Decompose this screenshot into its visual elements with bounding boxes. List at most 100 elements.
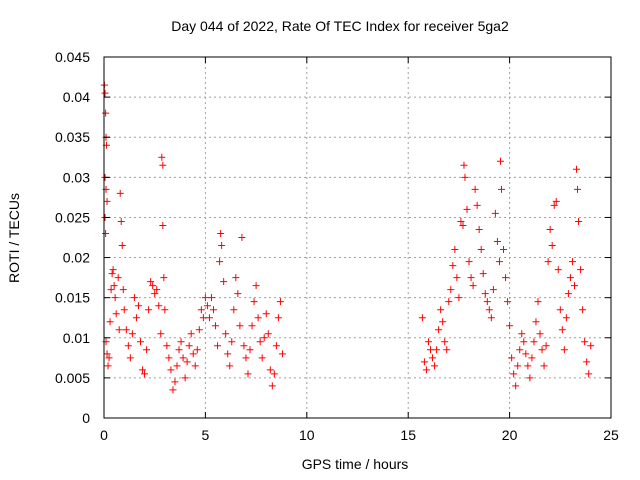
data-point [483,298,491,306]
data-point [122,326,130,334]
data-point [473,201,481,209]
x-tick-label: 25 [603,427,619,443]
data-point [264,330,272,338]
data-point [157,330,165,338]
data-point [179,354,187,362]
data-point [117,217,125,225]
data-points [100,81,595,394]
data-point [274,314,282,322]
y-tick-label: 0 [82,410,90,426]
data-point [420,358,428,366]
data-point [199,314,207,322]
data-point [516,346,524,354]
data-point [556,306,564,314]
data-point [268,382,276,390]
data-point [105,354,113,362]
data-point [536,330,544,338]
data-point [520,338,528,346]
data-point [147,278,155,286]
data-point [585,370,593,378]
data-point [141,370,149,378]
data-point [270,370,278,378]
data-point [489,286,497,294]
y-tick-label: 0.01 [63,330,90,346]
data-point [205,314,213,322]
data-point [104,362,112,370]
data-point [187,330,195,338]
data-point [418,314,426,322]
x-tick-label: 10 [299,427,315,443]
data-point [575,217,583,225]
data-point [518,330,526,338]
data-point [116,189,124,197]
data-point [218,242,226,250]
data-point [445,298,453,306]
data-point [258,354,266,362]
data-point [562,314,570,322]
data-point [508,354,516,362]
data-point [155,302,163,310]
data-point [115,326,123,334]
y-tick-label: 0.025 [55,209,90,225]
y-tick-label: 0.035 [55,129,90,145]
data-point [443,346,451,354]
data-point [238,234,246,241]
data-point [433,346,441,354]
data-point [540,362,548,370]
data-point [102,109,110,117]
data-point [139,366,147,374]
data-point [103,350,111,358]
data-point [169,386,177,394]
data-point [256,338,264,346]
data-point [431,362,439,370]
data-point [112,310,120,318]
data-point [463,205,471,213]
data-point [568,258,576,266]
data-point [512,382,520,390]
y-tick-label: 0.02 [63,250,90,266]
data-point [159,221,167,229]
data-point [583,358,591,366]
data-point [514,362,522,370]
data-point [538,346,546,354]
data-point [107,286,115,294]
data-point [217,229,225,237]
data-point [119,286,127,294]
data-point [548,242,556,250]
data-point [248,322,256,330]
data-point [109,266,117,274]
data-point [455,294,463,302]
data-point [193,346,201,354]
data-point [276,298,284,306]
data-point [485,306,493,314]
axis-ticks: 0 5 10 15 20 25 0 0.005 0.01 0.015 0.02 0.025 0.03 0.… [55,49,619,443]
data-point [130,294,138,302]
data-point [203,302,211,310]
data-point [437,306,445,314]
data-point [467,274,475,282]
data-point [459,221,467,229]
plot-frame [103,56,612,419]
data-point [530,338,538,346]
data-point [108,270,116,278]
data-point [573,165,581,173]
data-point [570,282,578,290]
data-point [577,266,585,274]
data-point [544,258,552,266]
data-point [167,366,175,374]
data-point [457,217,465,225]
data-point [506,322,514,330]
data-point [451,246,459,254]
data-point [230,306,238,314]
data-point [161,306,169,314]
data-point [118,242,126,250]
data-point [497,185,505,193]
data-point [477,246,485,254]
data-point [429,354,437,362]
data-point [461,173,469,181]
data-point [151,290,159,298]
data-point [439,318,447,326]
data-point [504,298,512,306]
data-point [566,274,574,282]
